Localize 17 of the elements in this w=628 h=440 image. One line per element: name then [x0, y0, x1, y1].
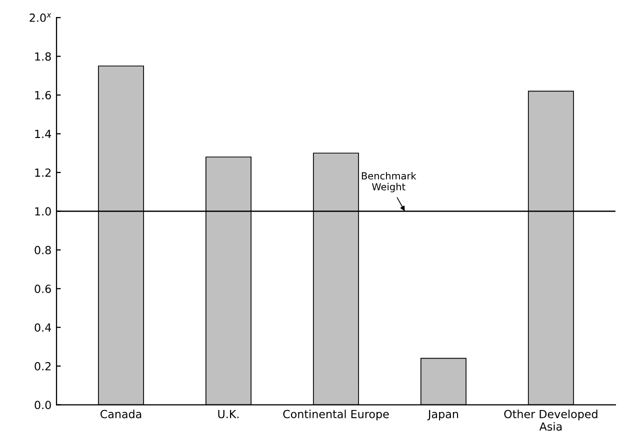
y-tick-label: 1.2	[35, 168, 51, 177]
y-tick-label: 0.2	[34, 362, 51, 370]
y-tick-label: 1.0	[35, 207, 51, 216]
x-tick-label: Other Developed Asia	[504, 410, 598, 431]
y-tick-label: 1.6	[35, 91, 51, 100]
y-tick-label: 2.0$^{x}$	[30, 13, 52, 22]
y-tick-label: 0.0	[34, 400, 51, 410]
y-tick-label: 1.4	[35, 130, 52, 138]
x-tick-label: Japan	[427, 410, 458, 420]
y-tick-label: 0.4	[34, 323, 52, 332]
x-tick-label: Continental Europe	[283, 410, 389, 420]
x-tick-label: Canada	[100, 410, 142, 418]
ref-line-label: Benchmark Weight	[362, 172, 416, 192]
y-tick-label: 1.8	[35, 52, 51, 61]
x-tick-label: U.K.	[218, 410, 239, 418]
y-tick-label: 0.6	[34, 284, 51, 294]
y-tick-label: 0.8	[34, 246, 51, 254]
